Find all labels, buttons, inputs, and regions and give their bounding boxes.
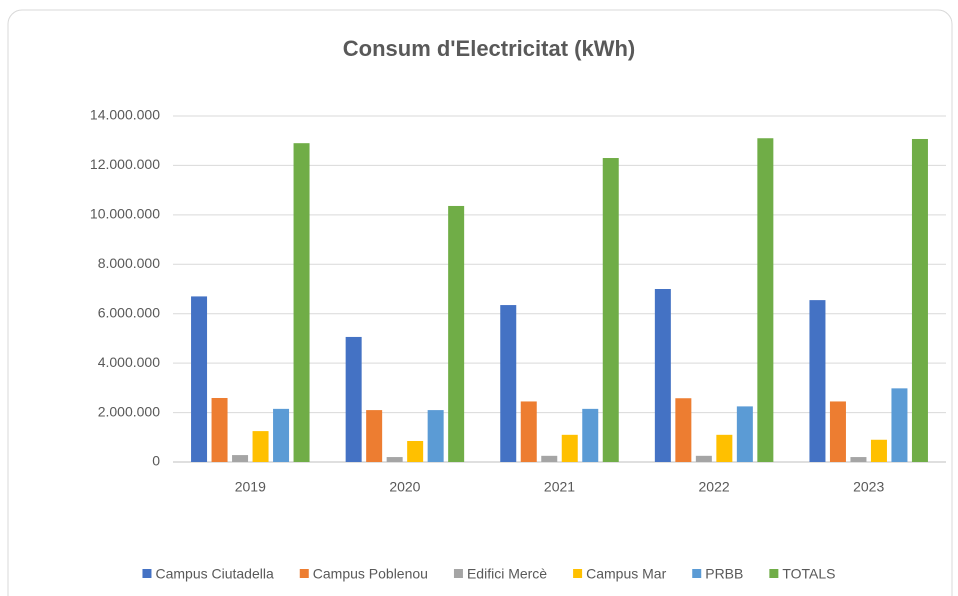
- y-tick-label: 2.000.000: [98, 403, 160, 419]
- bar: [500, 305, 517, 462]
- y-tick-label: 0: [152, 453, 160, 469]
- bar: [191, 296, 208, 462]
- chart-frame: [7, 9, 953, 596]
- bar: [386, 457, 403, 462]
- legend-swatch: [142, 569, 152, 578]
- y-tick-label: 10.000.000: [90, 206, 160, 222]
- bar: [211, 397, 228, 462]
- bar: [541, 455, 558, 462]
- bar: [809, 300, 826, 462]
- legend-swatch: [453, 569, 463, 578]
- bar: [736, 406, 753, 462]
- legend-swatch: [692, 569, 702, 578]
- x-tick-label: 2022: [699, 479, 730, 495]
- bar: [675, 398, 692, 462]
- bar: [345, 336, 362, 462]
- legend-label: Edifici Mercè: [467, 566, 547, 582]
- legend-swatch: [299, 569, 309, 578]
- bar: [448, 205, 465, 462]
- x-tick-label: 2020: [389, 479, 420, 495]
- legend-label: Campus Poblenou: [313, 566, 428, 582]
- bar: [582, 408, 599, 462]
- x-tick-label: 2023: [853, 479, 884, 495]
- x-tick-label: 2019: [235, 479, 266, 495]
- bar: [520, 401, 537, 462]
- bar: [654, 289, 671, 462]
- bar: [561, 434, 578, 462]
- bar: [252, 431, 269, 462]
- y-tick-label: 6.000.000: [98, 304, 160, 320]
- legend-label: TOTALS: [782, 566, 835, 582]
- bar: [850, 457, 867, 462]
- y-tick-label: 8.000.000: [98, 255, 160, 271]
- bar: [427, 410, 444, 462]
- y-tick-label: 12.000.000: [90, 156, 160, 172]
- legend-label: Campus Ciutadella: [155, 566, 273, 582]
- legend-label: Campus Mar: [586, 566, 666, 582]
- bar: [695, 455, 712, 462]
- bar: [757, 138, 774, 462]
- y-tick-label: 14.000.000: [90, 107, 160, 123]
- bar: [273, 408, 290, 462]
- legend-swatch: [769, 569, 779, 578]
- x-tick-label: 2021: [544, 479, 575, 495]
- bar: [716, 434, 733, 462]
- bar: [232, 455, 249, 462]
- bar: [602, 158, 619, 462]
- bar: [293, 143, 310, 462]
- legend-label: PRBB: [705, 566, 743, 582]
- bar: [366, 410, 383, 462]
- legend-swatch: [573, 569, 583, 578]
- bar: [829, 401, 846, 462]
- bar: [911, 138, 928, 462]
- bar: [407, 440, 424, 462]
- bar: [891, 388, 908, 462]
- y-tick-label: 4.000.000: [98, 354, 160, 370]
- chart-title: Consum d'Electricitat (kWh): [343, 36, 635, 61]
- bar: [870, 439, 887, 462]
